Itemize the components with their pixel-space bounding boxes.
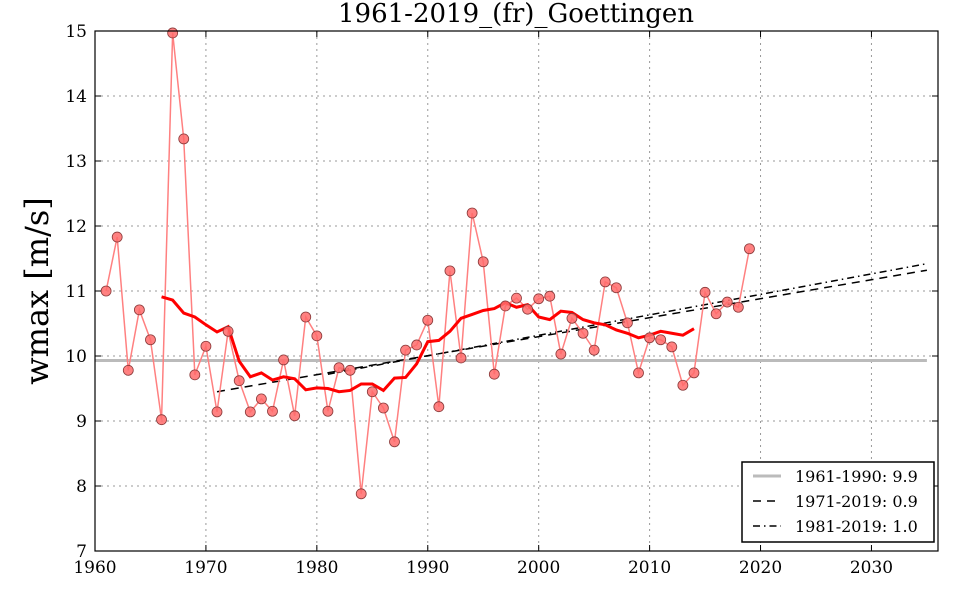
data-point: [233, 375, 245, 387]
x-tick-label: 2010: [628, 558, 671, 578]
x-tick-label: 2020: [739, 558, 782, 578]
data-point: [333, 362, 345, 374]
data-point: [122, 364, 134, 376]
data-point: [677, 379, 689, 391]
reference-line-dashed: [216, 269, 928, 393]
x-tick-label: 1990: [406, 558, 449, 578]
data-point: [267, 405, 278, 417]
series: [100, 27, 755, 500]
y-tick-label: 11: [65, 282, 87, 302]
data-point: [588, 344, 600, 356]
y-tick-label: 13: [65, 152, 87, 172]
data-point: [744, 243, 755, 255]
data-point: [699, 286, 711, 298]
x-tick-label: 1960: [73, 558, 116, 578]
data-point: [577, 327, 589, 339]
data-point: [422, 314, 434, 326]
y-tick-label: 9: [76, 412, 87, 432]
data-point: [178, 133, 190, 145]
data-point: [311, 330, 323, 342]
data-point: [622, 317, 633, 329]
data-point: [655, 334, 667, 346]
data-point: [278, 354, 289, 366]
data-point: [455, 352, 467, 364]
data-point: [544, 290, 556, 302]
data-point: [100, 285, 112, 297]
data-point: [222, 325, 234, 337]
data-point: [599, 276, 611, 288]
data-point: [156, 414, 167, 426]
data-point: [533, 293, 545, 305]
data-point: [355, 488, 367, 500]
y-tick-label: 12: [65, 217, 87, 237]
data-point: [644, 332, 656, 344]
data-point: [666, 341, 678, 353]
data-point: [511, 292, 522, 304]
data-point: [322, 405, 334, 417]
chart-title: 1961-2019_(fr)_Goettingen: [338, 0, 694, 29]
data-point: [244, 406, 256, 418]
legend-label: 1981-2019: 1.0: [795, 517, 918, 536]
data-point: [200, 340, 212, 352]
data-point: [145, 334, 156, 346]
data-point: [555, 348, 567, 360]
data-point: [167, 27, 179, 39]
data-point: [400, 344, 411, 356]
data-point: [466, 207, 478, 219]
data-point: [189, 369, 201, 381]
data-point: [721, 296, 733, 308]
data-point: [488, 368, 500, 380]
data-point: [566, 312, 578, 324]
legend-label: 1971-2019: 0.9: [795, 492, 918, 511]
y-tick-label: 8: [76, 477, 87, 497]
y-tick-label: 7: [76, 542, 87, 562]
data-point: [255, 393, 267, 405]
x-tick-label: 1980: [295, 558, 338, 578]
x-tick-label: 1970: [184, 558, 227, 578]
y-tick-label: 15: [65, 22, 87, 42]
x-tick-label: 2000: [517, 558, 560, 578]
data-point: [732, 301, 744, 313]
data-point: [300, 311, 312, 323]
data-point: [344, 364, 356, 376]
data-point: [389, 436, 400, 448]
data-point: [444, 265, 456, 277]
data-point: [133, 304, 145, 316]
annual-line: [105, 32, 751, 494]
ticks: 1960 1970 1980 1990 2000 2010 2020 2030 7 8 9 10 11 1…: [65, 22, 938, 578]
y-tick-label: 10: [65, 347, 87, 367]
data-point: [366, 386, 378, 398]
legend: 1961-1990: 9.9 1971-2019: 0.9 1981-2019: 1…: [741, 461, 935, 543]
data-point: [411, 339, 423, 351]
data-point: [633, 367, 644, 379]
data-point: [289, 410, 301, 422]
data-point: [477, 256, 489, 268]
y-tick-label: 14: [65, 87, 87, 107]
data-point: [522, 303, 533, 315]
data-point: [710, 308, 722, 320]
data-point: [377, 402, 389, 414]
reference-line-dashdot: [327, 262, 928, 375]
x-tick-label: 2030: [850, 558, 893, 578]
data-point: [610, 282, 622, 294]
data-point: [500, 300, 511, 312]
legend-label: 1961-1990: 9.9: [795, 467, 918, 486]
data-point: [688, 367, 700, 379]
data-point: [433, 401, 445, 413]
y-axis-label: wmax [m/s]: [18, 197, 56, 385]
reference-lines: [95, 262, 928, 393]
moving-average-line: [161, 295, 695, 394]
data-point: [111, 231, 123, 243]
data-point: [211, 406, 223, 418]
